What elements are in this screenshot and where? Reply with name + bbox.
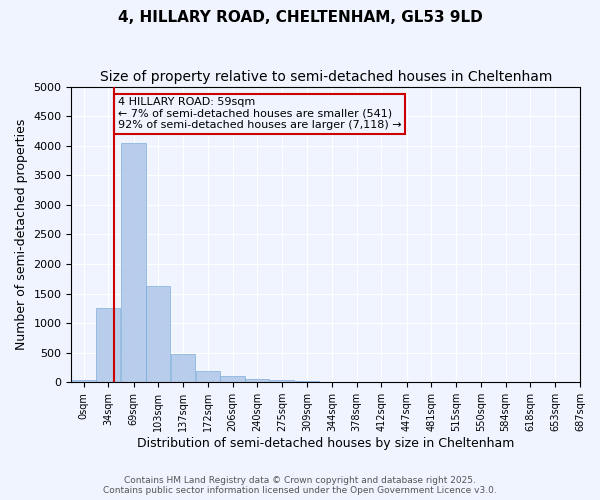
Bar [220,376,245,382]
Text: Contains HM Land Registry data © Crown copyright and database right 2025.
Contai: Contains HM Land Registry data © Crown c… [103,476,497,495]
Title: Size of property relative to semi-detached houses in Cheltenham: Size of property relative to semi-detach… [100,70,552,84]
Bar [146,286,170,382]
Bar [170,354,195,382]
Bar [96,308,121,382]
Bar [245,379,269,382]
Bar [71,380,96,382]
Y-axis label: Number of semi-detached properties: Number of semi-detached properties [15,118,28,350]
Bar [196,372,220,382]
Bar [270,380,295,382]
Text: 4 HILLARY ROAD: 59sqm
← 7% of semi-detached houses are smaller (541)
92% of semi: 4 HILLARY ROAD: 59sqm ← 7% of semi-detac… [118,97,401,130]
Bar [121,142,146,382]
X-axis label: Distribution of semi-detached houses by size in Cheltenham: Distribution of semi-detached houses by … [137,437,514,450]
Text: 4, HILLARY ROAD, CHELTENHAM, GL53 9LD: 4, HILLARY ROAD, CHELTENHAM, GL53 9LD [118,10,482,25]
